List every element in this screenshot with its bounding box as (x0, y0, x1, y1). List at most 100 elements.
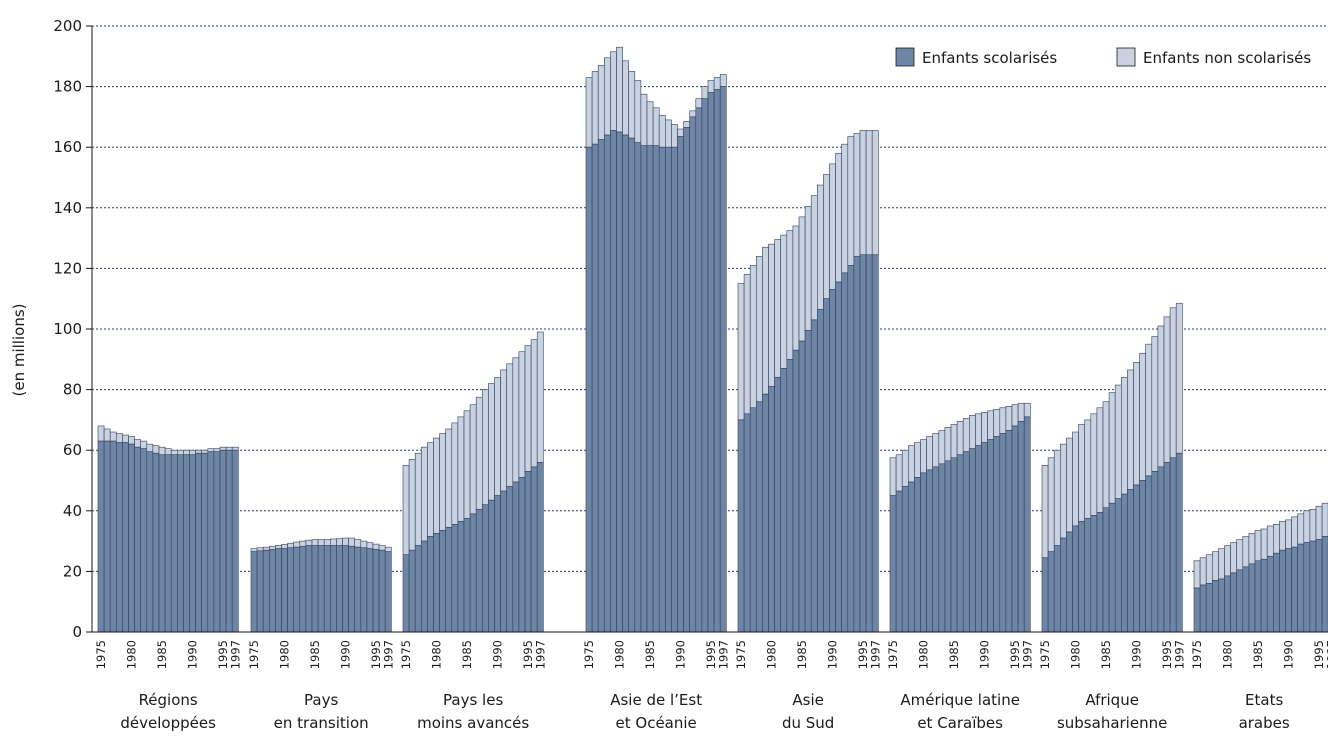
group-3-bar-not-enrolled-1983 (451, 422, 459, 525)
y-tick-label-200: 200 (53, 17, 82, 35)
group-5-bar-not-enrolled-1993 (847, 136, 855, 266)
group-5-bar-enrolled-1988 (816, 309, 824, 633)
group-5-bar-not-enrolled-1996 (865, 130, 873, 256)
group-3-bars (402, 331, 544, 633)
group-3-bar-not-enrolled-1990 (494, 377, 501, 496)
group-8-bar-enrolled-1988 (1273, 552, 1280, 633)
group-1-bar-enrolled-1995 (219, 449, 227, 633)
group-6-bar-not-enrolled-1987 (962, 418, 970, 453)
group-7-bar-enrolled-1982 (1084, 518, 1092, 633)
group-2-bar-enrolled-1993 (360, 547, 368, 633)
group-5-bar-not-enrolled-1979 (762, 246, 769, 395)
group-4-bar-not-enrolled-1996 (713, 77, 721, 90)
legend-swatch-enrolled (895, 47, 915, 67)
group-2-bar-enrolled-1978 (268, 549, 276, 633)
group-1-bar-not-enrolled-1988 (177, 449, 184, 456)
group-4-label-line-2: et Océanie (616, 714, 697, 732)
group-5-year-label-1985: 1985 (795, 640, 809, 669)
group-3-label-line-2: moins avancés (417, 714, 529, 732)
group-3-bar-enrolled-1977 (414, 545, 422, 633)
group-5-bar-not-enrolled-1995 (859, 130, 867, 256)
group-3-bar-not-enrolled-1992 (506, 363, 514, 487)
group-1-label-line-1: Régions (139, 691, 198, 709)
group-1-bar-not-enrolled-1978 (116, 433, 123, 443)
group-6-bar-not-enrolled-1988 (968, 415, 976, 449)
group-2-bar-enrolled-1996 (378, 549, 386, 633)
group-6-bar-enrolled-1993 (999, 433, 1007, 633)
group-3-bar-enrolled-1976 (408, 549, 416, 633)
group-4-bar-not-enrolled-1990 (677, 128, 684, 137)
y-tick-label-20: 20 (63, 562, 82, 580)
group-5-bar-enrolled-1983 (786, 358, 794, 633)
group-3-bar-not-enrolled-1980 (433, 437, 440, 534)
group-2-year-label-1990: 1990 (339, 640, 353, 669)
group-6-bar-not-enrolled-1990 (981, 412, 988, 443)
group-5-bar-not-enrolled-1983 (786, 230, 794, 360)
group-4-bar-enrolled-1986 (652, 145, 660, 633)
group-8-bar-not-enrolled-1977 (1205, 554, 1213, 584)
group-6-bar-not-enrolled-1991 (987, 410, 994, 440)
group-1-bar-not-enrolled-1990 (189, 449, 196, 456)
group-5-bar-enrolled-1991 (835, 281, 842, 633)
group-2-bar-not-enrolled-1992 (354, 539, 362, 548)
group-8-bar-enrolled-1995 (1315, 539, 1323, 633)
group-1-bar-not-enrolled-1995 (219, 446, 227, 451)
group-5-bar-not-enrolled-1976 (743, 274, 751, 415)
group-2-bar-not-enrolled-1976 (256, 547, 264, 552)
group-5-bar-enrolled-1984 (792, 349, 800, 633)
group-3-label-line-1: Pays les (443, 691, 503, 709)
group-6-bar-enrolled-1982 (932, 466, 940, 633)
group-5-bar-not-enrolled-1980 (768, 243, 775, 387)
group-8-bar-enrolled-1992 (1297, 543, 1305, 633)
group-1-bar-enrolled-1991 (195, 452, 203, 633)
group-5-year-label-1975: 1975 (734, 640, 748, 669)
group-1-bar-enrolled-1989 (183, 454, 190, 633)
group-4-bar-enrolled-1984 (640, 145, 648, 633)
group-2-bar-enrolled-1987 (323, 545, 331, 633)
group-7-bar-not-enrolled-1992 (1145, 343, 1153, 477)
group-6-bar-not-enrolled-1992 (993, 408, 1001, 437)
group-3-bar-enrolled-1985 (463, 518, 471, 633)
group-8-bar-not-enrolled-1978 (1212, 551, 1219, 581)
group-2-bar-enrolled-1983 (299, 545, 307, 633)
group-6-year-label-1975: 1975 (886, 640, 900, 669)
group-4-bar-not-enrolled-1987 (658, 115, 666, 148)
group-1-bar-enrolled-1996 (225, 449, 233, 633)
group-6-bar-not-enrolled-1978 (907, 445, 915, 483)
group-2-bar-enrolled-1994 (366, 548, 374, 633)
y-tick-label-160: 160 (53, 138, 82, 156)
group-3-bar-not-enrolled-1978 (420, 446, 428, 542)
group-8-bar-not-enrolled-1993 (1303, 510, 1311, 543)
group-6-bar-enrolled-1997 (1023, 416, 1031, 633)
group-5-bar-enrolled-1981 (774, 377, 781, 633)
group-2-bar-not-enrolled-1988 (329, 538, 337, 546)
group-7-bar-enrolled-1990 (1133, 484, 1140, 633)
group-1-bar-not-enrolled-1989 (183, 449, 190, 456)
group-7-bar-enrolled-1986 (1108, 502, 1116, 633)
group-6-bar-not-enrolled-1986 (956, 421, 964, 456)
group-4-bar-enrolled-1985 (646, 145, 654, 633)
group-3-bar-enrolled-1988 (481, 504, 489, 633)
group-3-bar-not-enrolled-1993 (512, 357, 520, 483)
group-6-year-label-1980: 1980 (917, 640, 931, 669)
group-7-bar-enrolled-1983 (1090, 515, 1098, 633)
group-3-bar-not-enrolled-1975 (402, 465, 410, 556)
legend: Enfants scolarisés Enfants non scolarisé… (895, 47, 1311, 67)
group-2-bars (250, 537, 392, 633)
group-3-bar-enrolled-1979 (427, 536, 434, 633)
group-5-year-label-1980: 1980 (765, 640, 779, 669)
group-7-bar-enrolled-1988 (1121, 493, 1128, 633)
group-8-bar-enrolled-1994 (1309, 540, 1317, 633)
group-8-bar-enrolled-1993 (1303, 542, 1311, 633)
group-7-bar-not-enrolled-1989 (1127, 369, 1134, 490)
group-7-bar-enrolled-1975 (1041, 557, 1049, 633)
group-4-bar-not-enrolled-1977 (597, 65, 605, 140)
group-5-bars (737, 130, 879, 633)
group-6-label-line-2: et Caraïbes (917, 714, 1003, 732)
group-2-bar-not-enrolled-1991 (348, 537, 356, 547)
group-1-bar-enrolled-1987 (170, 454, 178, 633)
group-1-year-label-1990: 1990 (186, 640, 200, 669)
group-2-bar-not-enrolled-1990 (342, 537, 349, 546)
group-2-bar-not-enrolled-1975 (250, 548, 258, 553)
group-7-year-label-1980: 1980 (1069, 640, 1083, 669)
